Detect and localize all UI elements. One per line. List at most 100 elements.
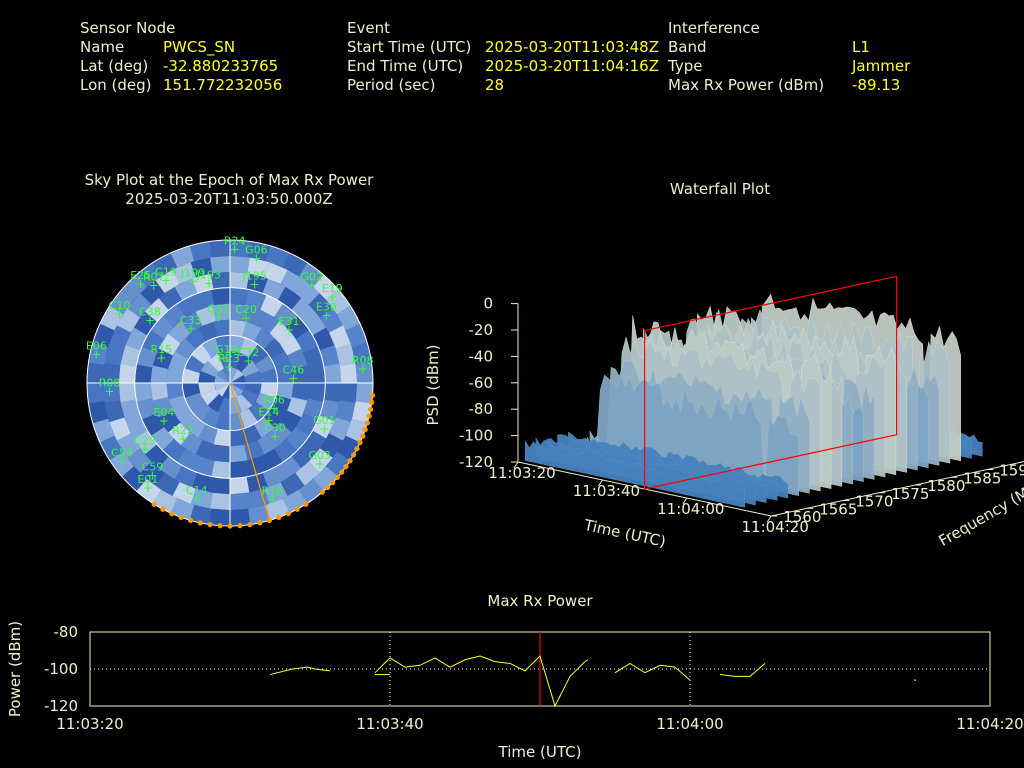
satellite-marker: + (178, 432, 188, 446)
sky-sector (118, 363, 137, 383)
sky-sector (92, 323, 115, 348)
jammer-marker (354, 446, 360, 452)
satellite-label: C23 (134, 435, 156, 448)
sky-sector (308, 293, 333, 318)
sky-sector (265, 245, 290, 268)
event-time-plane (643, 275, 898, 490)
jammer-direction-line (229, 382, 270, 521)
sky-sector (152, 348, 173, 369)
sky-sector (215, 335, 230, 353)
satellite-marker: + (117, 454, 127, 468)
sky-sector (211, 460, 230, 479)
frequency-tick-label: 1575 (891, 485, 929, 503)
sky-sector (246, 273, 269, 294)
jammer-marker (357, 439, 363, 446)
sky-sector (339, 363, 358, 383)
maxrx-trace-segment (374, 655, 589, 708)
sky-sector (193, 289, 215, 310)
sky-sector (150, 427, 174, 451)
sky-sector (191, 273, 214, 294)
sky-sector (210, 255, 230, 274)
sky-sector (323, 363, 342, 383)
time-tick (766, 515, 772, 523)
satellite-label: C32 (238, 346, 260, 359)
sky-sector (109, 417, 131, 441)
maxrx-y-axis-label: Power (dBm) (6, 621, 24, 717)
sky-sector (141, 413, 164, 436)
sky-sector (118, 383, 137, 403)
sky-sector (177, 294, 200, 317)
satellite-label: R15 (150, 343, 172, 356)
sky-sector (104, 400, 125, 423)
sky-sector (200, 389, 219, 406)
sky-sector (92, 418, 115, 443)
interference-band-label: Band (668, 38, 707, 56)
sky-sector (291, 383, 310, 401)
sky-sector (296, 330, 319, 353)
maxrx-y-tick-label: -100 (44, 660, 78, 678)
sky-sector (230, 255, 250, 274)
waterfall-title: Waterfall Plot (669, 180, 771, 198)
sky-sector (255, 354, 276, 374)
sky-sector (287, 397, 308, 418)
sky-sector (155, 472, 180, 497)
frequency-axis (771, 461, 1024, 517)
maxrx-trace-segment (719, 663, 766, 677)
jammer-marker (343, 464, 349, 470)
satellite-label: E31 (279, 315, 300, 328)
frequency-tick-label: 1580 (927, 477, 965, 495)
satellite-marker: + (358, 362, 368, 376)
sky-sector (230, 271, 250, 290)
sky-sector (236, 353, 253, 372)
sky-sector (150, 383, 169, 401)
psd-tick-label: -60 (469, 374, 494, 392)
maxrx-x-axis-label: Time (UTC) (498, 743, 582, 761)
jammer-marker (362, 426, 368, 433)
satellite-label: G01 (313, 414, 336, 427)
sky-sector (264, 482, 288, 504)
sky-sector (184, 354, 205, 374)
event-period-value: 28 (485, 76, 505, 94)
sky-sector (158, 410, 181, 433)
frequency-tick-label: 1590 (999, 462, 1024, 480)
sky-sector (88, 342, 109, 365)
sky-sector (216, 383, 230, 397)
sky-sector (265, 498, 290, 521)
sky-sector (287, 348, 308, 369)
time-tick (597, 479, 603, 487)
jammer-marker (217, 523, 223, 529)
satellite-label: C14 (186, 484, 208, 497)
sky-sector (191, 472, 214, 493)
sky-sector (136, 346, 157, 368)
sky-sector (174, 465, 198, 488)
skyplot-subtitle: 2025-03-20T11:03:50.000Z (125, 190, 333, 208)
satellite-marker: + (269, 401, 279, 415)
jammer-marker (160, 506, 166, 512)
sky-sector (307, 383, 326, 402)
satellite-marker: + (136, 277, 146, 291)
satellite-marker: + (149, 278, 159, 292)
satellite-marker: + (241, 311, 251, 325)
sky-sector (319, 399, 340, 422)
sky-sector (198, 383, 216, 396)
jammer-marker (294, 506, 300, 512)
satellite-label: E04 (153, 406, 174, 419)
satellite-marker: + (315, 457, 325, 471)
surface-strip (578, 374, 799, 496)
sky-sector (230, 369, 244, 383)
sky-sector (170, 245, 195, 268)
sky-sector (319, 344, 340, 367)
sky-sector (286, 427, 310, 451)
sky-sector (215, 413, 230, 431)
sky-sector (121, 466, 147, 492)
sky-sector (200, 360, 219, 377)
satellite-marker: + (147, 469, 157, 483)
sky-sector (274, 439, 298, 463)
satellite-marker: + (321, 309, 331, 323)
sky-sector (241, 389, 260, 406)
jammer-marker (285, 511, 291, 517)
satellite-marker: + (270, 430, 280, 444)
jammer-marker (169, 511, 175, 517)
sky-sector (230, 367, 238, 383)
